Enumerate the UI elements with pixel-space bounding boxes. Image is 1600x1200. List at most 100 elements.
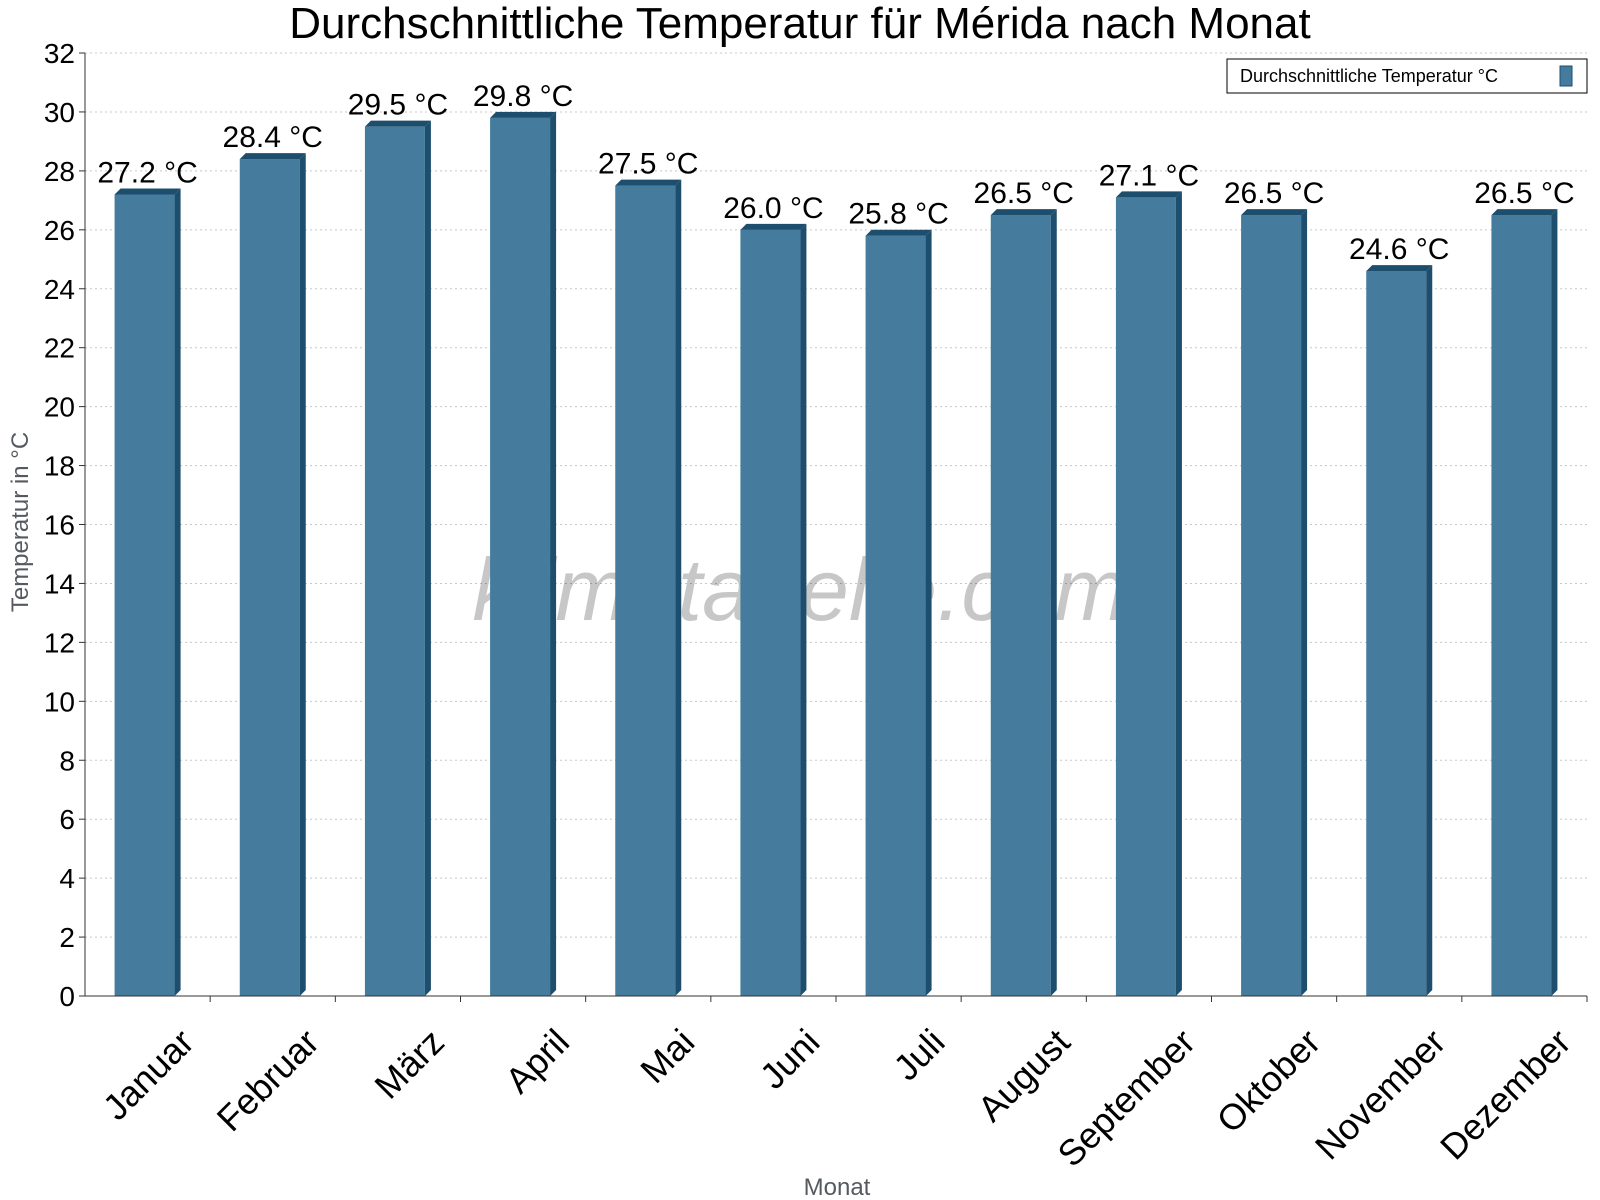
x-tick-label: Februar [209,1021,327,1139]
bar-top [114,188,181,195]
bar-face [1241,215,1302,996]
bar-side [1175,191,1182,997]
bar [615,179,682,996]
y-tick-label: 4 [59,863,75,894]
data-label: 27.1 °C [1099,159,1199,192]
x-tick-label: Juli [885,1021,952,1088]
x-tick-label: Januar [95,1021,202,1128]
y-tick-label: 30 [44,97,75,128]
legend-box [1226,58,1588,94]
x-tick-label: Dezember [1432,1021,1578,1167]
x-tick-label: September [1049,1021,1203,1175]
bar-side [800,223,807,996]
bar-side [1551,209,1558,996]
bar [1241,209,1308,996]
bar-face [740,229,801,996]
y-tick-label: 6 [59,804,75,835]
legend-label: Durchschnittliche Temperatur °C [1240,66,1498,86]
legend: Durchschnittliche Temperatur °C [1226,58,1588,94]
y-tick-label: 0 [59,981,75,1012]
y-tick-label: 20 [44,392,75,423]
bar-face [114,194,175,996]
x-axis-title: Monat [804,1174,871,1200]
data-label: 28.4 °C [223,121,323,154]
bar [114,188,181,996]
bar [865,229,932,997]
y-tick-label: 22 [44,333,75,364]
x-tick-label: April [497,1021,577,1101]
y-axis-title: Temperatur in °C [7,432,34,612]
bar-top [239,153,306,160]
bar-top [1115,191,1182,198]
x-tick-label: Oktober [1209,1021,1329,1141]
bar-top [1241,209,1308,216]
y-tick-label: 18 [44,451,75,482]
legend-swatch [1559,65,1573,87]
bar-side [1050,209,1057,996]
x-tick-label: Juni [752,1021,828,1097]
x-axis-ticks: Januar Februar März April Mai Juni Juli AugustS… [95,996,1588,1175]
bar-face [1366,271,1427,997]
data-label: 26.5 °C [1474,177,1574,210]
data-label: 29.5 °C [348,89,448,122]
bar-face [615,185,676,996]
y-tick-label: 2 [59,922,75,953]
bar-face [1115,197,1176,997]
data-label: 25.8 °C [848,198,948,231]
data-label: 24.6 °C [1349,233,1449,266]
y-tick-label: 26 [44,215,75,246]
data-label: 27.5 °C [598,148,698,181]
bar-top [740,223,807,230]
bar [364,120,431,996]
bar-top [1366,265,1433,272]
bar-side [174,188,181,996]
bar-top [865,229,932,236]
x-tick-label: Mai [632,1021,702,1091]
bar-face [990,215,1051,996]
bar-side [550,111,557,997]
data-label: 27.2 °C [97,156,197,189]
y-tick-label: 10 [44,686,75,717]
y-tick-label: 8 [59,745,75,776]
bar-top [990,209,1057,216]
data-labels: 27.2 °C 28.4 °C 29.5 °C 29.8 °C 27.5 °C 26.0 … [97,80,1574,266]
x-tick-label: August [970,1021,1078,1129]
bars [114,111,1558,997]
y-tick-label: 24 [44,274,75,305]
bar-side [675,179,682,996]
bar-top [1491,209,1558,216]
bar-side [1426,265,1433,997]
bar-side [424,120,431,996]
bar-face [490,117,551,997]
data-label: 26.5 °C [974,177,1074,210]
bar [1115,191,1182,997]
bar-face [865,235,926,997]
bar-top [490,111,557,118]
bar-face [364,126,425,996]
chart-title: Durchschnittliche Temperatur für Mérida … [289,0,1310,48]
y-tick-label: 12 [44,627,75,658]
bar-side [299,153,306,996]
bar-face [1491,215,1552,996]
y-tick-label: 16 [44,510,75,541]
y-tick-label: 14 [44,568,75,599]
grid-lines [85,52,1587,938]
data-label: 26.0 °C [723,192,823,225]
bar [239,153,306,996]
bar [740,223,807,996]
x-tick-label: November [1307,1021,1453,1167]
bar-top [364,120,431,127]
x-tick-label: März [366,1021,452,1107]
y-tick-label: 28 [44,156,75,187]
data-label: 29.8 °C [473,80,573,113]
bar [490,111,557,997]
bar-face [239,159,300,996]
bar-top [615,179,682,186]
bar-side [925,229,932,997]
bar [1366,265,1433,997]
bar [1491,209,1558,996]
data-label: 26.5 °C [1224,177,1324,210]
